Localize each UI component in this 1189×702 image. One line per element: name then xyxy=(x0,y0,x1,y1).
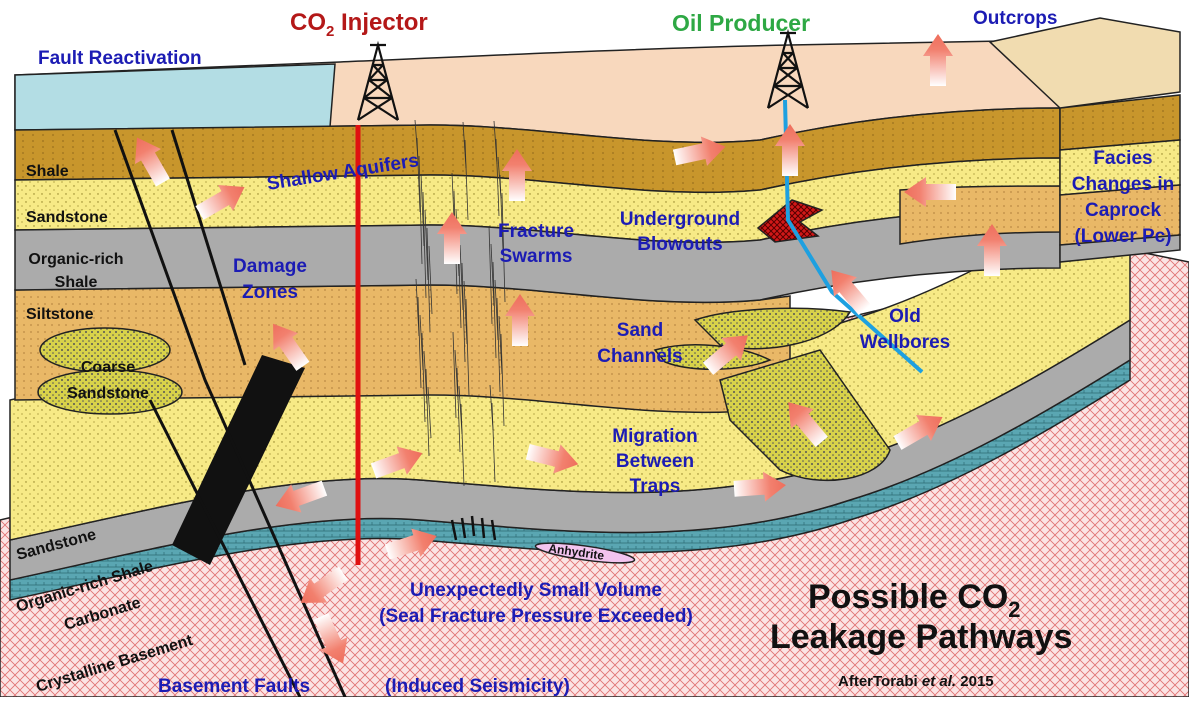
fracture xyxy=(496,297,501,393)
fracture xyxy=(424,209,429,281)
organic-shale-layer xyxy=(14,207,1061,304)
fracture xyxy=(490,243,495,307)
pathway-label: Blowouts xyxy=(637,234,723,255)
fracture xyxy=(494,279,499,341)
pathway-label: Basement Faults xyxy=(158,676,310,697)
layer-label: Organic-rich xyxy=(28,251,123,268)
upper-layers xyxy=(14,39,1181,414)
pathway-label: Fault Reactivation xyxy=(38,48,202,69)
fracture xyxy=(464,139,469,221)
coarse-lens xyxy=(37,369,183,415)
fracture xyxy=(418,155,423,265)
pathway-label: Channels xyxy=(597,346,683,367)
layer-label: Sandstone xyxy=(67,385,149,402)
fracture xyxy=(428,245,433,315)
fracture xyxy=(456,367,461,453)
fracture xyxy=(427,386,432,439)
pathway-label: Traps xyxy=(630,476,681,497)
diagram-title-sub: 2 xyxy=(1008,597,1020,622)
fracture xyxy=(459,244,464,311)
pathway-label: Caprock xyxy=(1085,200,1161,221)
pathway-label: Migration xyxy=(612,426,698,447)
layer-label: Sandstone xyxy=(26,209,108,226)
fracture xyxy=(498,315,503,375)
fracture xyxy=(463,280,468,345)
fracture xyxy=(417,296,422,389)
producer-label: Oil Producer xyxy=(672,10,810,36)
anhydrite-lens xyxy=(534,542,636,564)
diagram-title-part: Possible CO xyxy=(808,578,1008,616)
injector-label-sub: 2 xyxy=(326,23,334,40)
fracture xyxy=(501,192,506,303)
seismic-ticks xyxy=(450,515,497,541)
injector-label-part: CO xyxy=(290,9,326,36)
layer-label: Shale xyxy=(55,274,98,291)
block-face xyxy=(1059,234,1181,263)
fracture xyxy=(425,368,430,457)
pathway-label: (Seal Fracture Pressure Exceeded) xyxy=(379,606,693,627)
fault-line xyxy=(113,129,347,698)
pathway-label: Swarms xyxy=(500,246,573,267)
fracture xyxy=(420,173,425,247)
fracture xyxy=(419,314,424,371)
pathway-label: Outcrops xyxy=(973,8,1057,29)
layer-label: Coarse xyxy=(81,359,135,376)
fracture xyxy=(460,403,465,487)
fracture xyxy=(465,298,470,397)
credit-part: 2015 xyxy=(956,673,994,690)
fracture xyxy=(422,191,427,299)
layer-label: Siltstone xyxy=(26,306,94,323)
fracture xyxy=(426,227,431,333)
pathway-label: Damage xyxy=(233,256,307,277)
pathway-label: Fracture xyxy=(498,221,574,242)
layer-label: Shale xyxy=(26,163,69,180)
pathway-label: (Induced Seismicity) xyxy=(385,676,570,697)
fracture xyxy=(488,225,493,325)
pathway-label: Old xyxy=(889,306,921,327)
pathway-label: Facies xyxy=(1093,148,1152,169)
fracture xyxy=(423,350,428,405)
pathway-label: Zones xyxy=(242,282,298,303)
pathway-label: Between xyxy=(616,451,694,472)
pathway-label: Changes in xyxy=(1072,174,1174,195)
fracture xyxy=(499,174,504,251)
sea xyxy=(14,63,336,131)
fracture xyxy=(452,331,457,419)
fracture xyxy=(415,278,420,337)
pathway-label: Unexpectedly Small Volume xyxy=(410,580,662,601)
pathway-label: Underground xyxy=(620,209,740,230)
pathway-label: (Lower Pc) xyxy=(1074,226,1171,247)
pathway-label: Sand xyxy=(617,320,663,341)
injector-label-part: Injector xyxy=(334,9,427,36)
fracture xyxy=(491,402,496,483)
fracture xyxy=(421,332,426,423)
fracture xyxy=(416,137,421,213)
credit-italic: et al. xyxy=(922,673,956,690)
fracture xyxy=(492,261,497,359)
credit: AfterTorabi et al. 2015 xyxy=(838,673,994,690)
outcrop xyxy=(988,17,1181,109)
diagram-title: Leakage Pathways xyxy=(770,618,1072,656)
diagram-title: Possible CO2 xyxy=(808,578,1021,622)
credit-part: AfterTorabi xyxy=(838,673,922,690)
fracture xyxy=(500,333,505,427)
fracture xyxy=(461,262,466,363)
fracture xyxy=(495,138,500,217)
injector-label: CO2 Injector xyxy=(290,9,428,40)
pathway-label: Wellbores xyxy=(860,332,950,353)
